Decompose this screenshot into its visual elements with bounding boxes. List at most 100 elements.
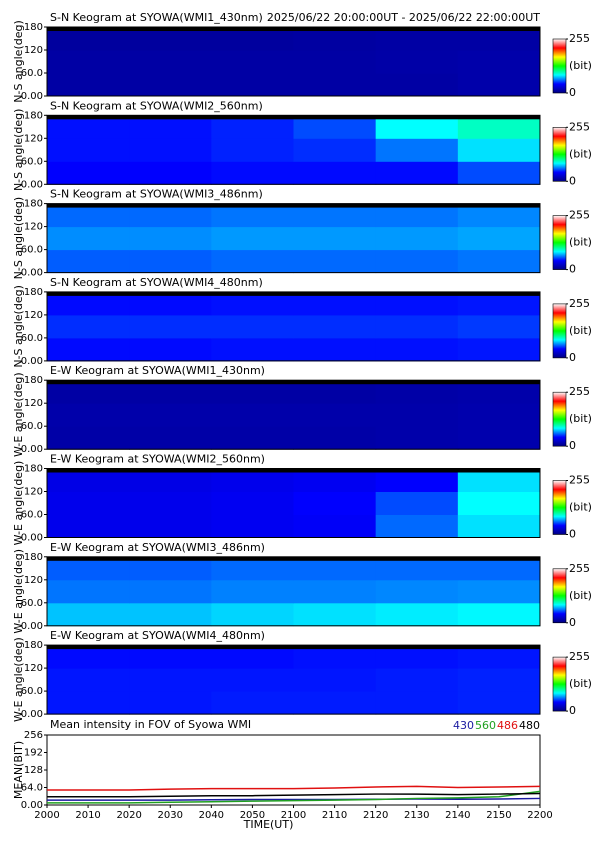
y-tick-label: 120 <box>24 487 43 498</box>
heatmap-cell <box>47 426 130 450</box>
heatmap-cell <box>293 27 377 51</box>
colorbar-label: (bit) <box>569 147 592 160</box>
heatmap-cell <box>47 380 130 404</box>
y-axis-label: N-S angle(deg) <box>12 285 25 368</box>
heatmap-cell <box>47 468 130 492</box>
heatmap-cell <box>211 115 294 139</box>
heatmap-cell <box>129 514 212 538</box>
no-data-strip <box>47 556 540 561</box>
heatmap-cell <box>375 426 459 450</box>
heatmap-cell <box>129 73 212 97</box>
colorbar-tick-label: 255 <box>569 650 590 663</box>
x-tick-label: 2010 <box>75 810 100 821</box>
heatmap-cell <box>375 645 459 669</box>
heatmap-cell <box>375 380 459 404</box>
y-tick-label: 0.00 <box>21 356 43 367</box>
heatmap-cell <box>129 226 212 251</box>
heatmap-cell <box>47 556 130 581</box>
plot-frame <box>46 203 541 274</box>
heatmap-cell <box>457 602 541 627</box>
panel-title: S-N Keogram at SYOWA(WMI2_560nm) <box>50 99 263 112</box>
heatmap-cell <box>129 27 212 51</box>
y-tick-label: 0.00 <box>21 91 43 102</box>
heatmap-cell <box>47 27 130 51</box>
heatmap-cell <box>211 73 294 97</box>
heatmap-cell <box>129 337 212 362</box>
panel-title: E-W Keogram at SYOWA(WMI2_560nm) <box>50 453 265 466</box>
colorbar-tick-label: 255 <box>569 209 590 222</box>
y-axis-label: MEAN(BIT) <box>12 741 25 799</box>
heatmap-cell <box>211 691 294 715</box>
plot-frame <box>46 644 541 715</box>
heatmap-cell <box>47 691 130 715</box>
heatmap-cell <box>375 50 459 74</box>
heatmap-cell <box>375 491 459 515</box>
heatmap-cell <box>211 337 294 362</box>
plot-frame <box>46 291 541 362</box>
heatmap-cell <box>375 314 459 339</box>
heatmap-cell <box>47 602 130 627</box>
y-tick-label: 120 <box>24 222 43 233</box>
y-tick-label: 192 <box>24 748 43 759</box>
panel-title: S-N Keogram at SYOWA(WMI1_430nm) <box>50 11 263 24</box>
no-data-strip <box>47 203 540 208</box>
heatmap-cell <box>129 203 212 228</box>
plot-frame <box>46 26 541 97</box>
heatmap-cell <box>211 291 294 316</box>
y-tick-label: 180 <box>24 199 43 210</box>
colorbar <box>552 568 567 624</box>
heatmap-cell <box>47 291 130 316</box>
heatmap-cell <box>293 314 377 339</box>
y-tick-label: 180 <box>24 287 43 298</box>
x-tick-label: 2100 <box>281 810 306 821</box>
panel-title: S-N Keogram at SYOWA(WMI3_486nm) <box>50 188 263 201</box>
heatmap-cell <box>457 161 541 185</box>
y-tick-label: 64.0 <box>21 783 43 794</box>
heatmap-cell <box>375 203 459 228</box>
y-tick-label: 0.00 <box>21 709 43 720</box>
colorbar-tick-label: 0 <box>569 439 576 452</box>
heatmap-cell <box>129 115 212 139</box>
heatmap-cell <box>211 491 294 515</box>
heatmap-cell <box>129 668 212 692</box>
heatmap-cell <box>129 468 212 492</box>
x-tick-label: 2000 <box>34 810 59 821</box>
heatmap-cell <box>47 226 130 251</box>
colorbar-label: (bit) <box>569 59 592 72</box>
heatmap-cell <box>129 50 212 74</box>
y-tick-label: 180 <box>24 22 43 33</box>
series-line <box>47 792 541 798</box>
panel-title: E-W Keogram at SYOWA(WMI4_480nm) <box>50 629 265 642</box>
y-tick-label: 0.00 <box>21 179 43 190</box>
heatmap-cell <box>457 291 541 316</box>
heatmap-cell <box>457 426 541 450</box>
y-tick-label: 60.0 <box>21 686 43 697</box>
heatmap-cell <box>375 691 459 715</box>
heatmap-cell <box>375 138 459 162</box>
heatmap-cell <box>47 514 130 538</box>
plot-frame <box>46 379 541 450</box>
y-tick-label: 0.00 <box>21 621 43 632</box>
y-axis-label: N-S angle(deg) <box>12 197 25 280</box>
heatmap-cell <box>211 556 294 581</box>
y-tick-label: 60.0 <box>21 333 43 344</box>
y-tick-label: 120 <box>24 133 43 144</box>
heatmap-cell <box>293 161 377 185</box>
heatmap-cell <box>375 403 459 427</box>
heatmap-cell <box>375 514 459 538</box>
heatmap-cell <box>211 426 294 450</box>
heatmap-cell <box>211 403 294 427</box>
colorbar-tick-label: 255 <box>569 32 590 45</box>
y-axis-label: W-E angle(deg) <box>12 372 25 457</box>
heatmap-cell <box>293 668 377 692</box>
no-data-strip <box>47 468 540 473</box>
heatmap-cell <box>293 138 377 162</box>
heatmap-cell <box>375 556 459 581</box>
colorbar-tick-label: 0 <box>569 616 576 629</box>
x-tick-label: 2130 <box>404 810 429 821</box>
no-data-strip <box>47 645 540 650</box>
heatmap-cell <box>457 249 541 274</box>
colorbar-label: (bit) <box>569 236 592 249</box>
heatmap-cell <box>129 691 212 715</box>
heatmap-cell <box>293 491 377 515</box>
